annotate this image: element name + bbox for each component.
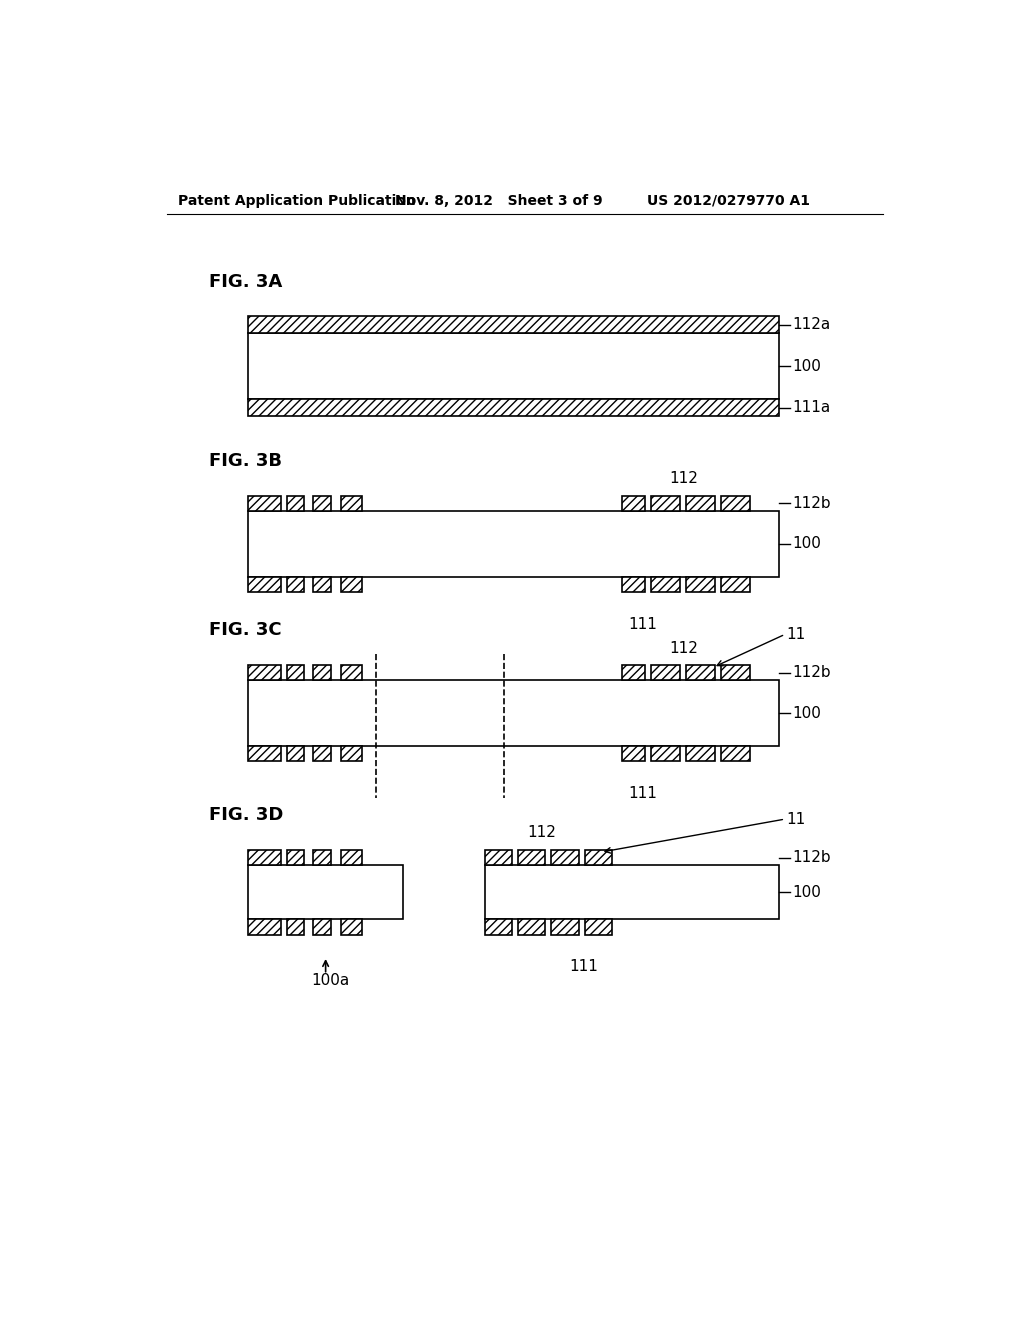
Bar (622, 496, 645, 511)
Bar (341, 496, 362, 511)
Bar (248, 919, 281, 935)
Bar (586, 850, 612, 866)
Text: FIG. 3A: FIG. 3A (209, 273, 283, 290)
Bar (248, 496, 281, 511)
Bar (651, 665, 680, 681)
Text: 112: 112 (669, 640, 697, 656)
Bar (651, 496, 680, 511)
Bar (622, 665, 645, 681)
Text: 112b: 112b (793, 496, 830, 511)
Text: US 2012/0279770 A1: US 2012/0279770 A1 (647, 194, 810, 207)
Bar (313, 919, 331, 935)
Text: 100a: 100a (311, 973, 350, 989)
Bar (484, 866, 779, 919)
Text: 111a: 111a (793, 400, 830, 416)
Text: 112a: 112a (793, 317, 830, 333)
Bar (341, 850, 362, 866)
Bar (341, 919, 362, 935)
Bar (341, 577, 362, 591)
Text: 100: 100 (793, 536, 821, 552)
Bar (518, 850, 545, 866)
Bar (248, 746, 281, 762)
Bar (686, 665, 715, 681)
Bar (287, 919, 304, 935)
Bar (341, 665, 362, 681)
Bar (686, 746, 715, 762)
Bar (721, 577, 750, 591)
Bar (721, 746, 750, 762)
Bar (651, 746, 680, 762)
Text: 100: 100 (793, 359, 821, 374)
Bar (287, 496, 304, 511)
Bar (686, 577, 715, 591)
Bar (248, 511, 779, 577)
Text: FIG. 3B: FIG. 3B (209, 451, 283, 470)
Bar (248, 665, 281, 681)
Bar (248, 577, 281, 591)
Bar (248, 317, 779, 333)
Text: 112b: 112b (793, 850, 830, 865)
Bar (287, 665, 304, 681)
Text: 111: 111 (628, 616, 656, 632)
Text: 100: 100 (793, 706, 821, 721)
Text: 11: 11 (786, 627, 806, 642)
Bar (484, 919, 512, 935)
Text: 112: 112 (669, 471, 697, 486)
Bar (248, 681, 779, 746)
Bar (484, 850, 512, 866)
Bar (551, 850, 579, 866)
Bar (248, 400, 779, 416)
Text: 112b: 112b (793, 665, 830, 680)
Text: FIG. 3C: FIG. 3C (209, 622, 282, 639)
Text: FIG. 3D: FIG. 3D (209, 807, 284, 824)
Text: 111: 111 (569, 960, 599, 974)
Bar (313, 850, 331, 866)
Bar (721, 665, 750, 681)
Bar (313, 577, 331, 591)
Bar (721, 496, 750, 511)
Bar (551, 919, 579, 935)
Text: 112: 112 (527, 825, 556, 841)
Text: 111: 111 (628, 787, 656, 801)
Bar (248, 850, 281, 866)
Bar (586, 919, 612, 935)
Bar (313, 665, 331, 681)
Text: Patent Application Publication: Patent Application Publication (178, 194, 416, 207)
Bar (248, 866, 403, 919)
Bar (341, 746, 362, 762)
Bar (622, 746, 645, 762)
Bar (287, 746, 304, 762)
Bar (313, 496, 331, 511)
Bar (651, 577, 680, 591)
Bar (248, 333, 779, 400)
Bar (622, 577, 645, 591)
Bar (686, 496, 715, 511)
Bar (287, 577, 304, 591)
Bar (287, 850, 304, 866)
Bar (313, 746, 331, 762)
Text: 100: 100 (793, 884, 821, 900)
Text: Nov. 8, 2012   Sheet 3 of 9: Nov. 8, 2012 Sheet 3 of 9 (395, 194, 603, 207)
Bar (518, 919, 545, 935)
Text: 11: 11 (786, 812, 806, 826)
